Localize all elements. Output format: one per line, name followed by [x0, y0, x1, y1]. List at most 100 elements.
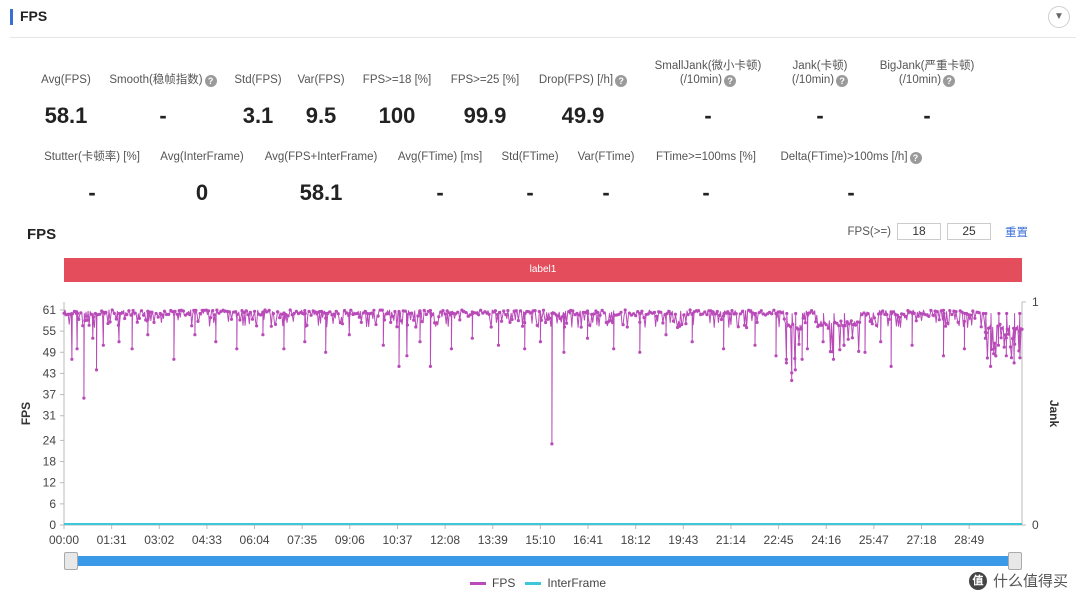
- fps-data-point: [1002, 345, 1006, 349]
- y2-axis-label: Jank: [1047, 400, 1061, 428]
- panel-header: FPS ▼: [10, 6, 1076, 32]
- site-logo-icon: 值: [968, 571, 987, 590]
- fps-data-point: [399, 319, 403, 323]
- metric-value: -: [702, 180, 710, 205]
- threshold-input-1[interactable]: 18: [897, 223, 941, 240]
- help-icon[interactable]: ?: [909, 152, 922, 164]
- metric-r2-5: Var(FTime) -: [526, 150, 686, 206]
- fps-data-point: [821, 340, 825, 344]
- fps-data-point: [445, 309, 449, 313]
- metric-label-text: SmallJank(微小卡顿): [654, 60, 762, 72]
- metric-label: Var(FTime): [526, 150, 686, 164]
- fps-data-point: [881, 309, 885, 313]
- metric-value: 100: [378, 103, 416, 128]
- slider-handle-left[interactable]: [64, 552, 78, 570]
- fps-data-point: [577, 313, 581, 317]
- slider-handle-right[interactable]: [1008, 552, 1022, 570]
- fps-data-point: [160, 313, 164, 317]
- metric-label: Avg(FTime) [ms]: [360, 150, 520, 164]
- fps-data-point: [846, 337, 850, 341]
- fps-data-point: [770, 312, 774, 316]
- fps-data-point: [91, 315, 95, 319]
- fps-data-point: [935, 310, 939, 314]
- y-tick-label: 12: [43, 476, 57, 490]
- metric-label: Avg(FPS+InterFrame): [241, 150, 401, 164]
- legend-item-fps[interactable]: FPS: [470, 576, 515, 590]
- fps-data-point: [992, 352, 996, 356]
- help-icon[interactable]: ?: [204, 75, 217, 87]
- chevron-down-icon[interactable]: ▼: [1048, 6, 1070, 28]
- fps-data-point: [282, 347, 286, 351]
- metric-label-text: BigJank(严重卡顿): [879, 60, 975, 72]
- fps-data-point: [738, 312, 743, 316]
- metric-label-text: Jank(卡顿): [792, 60, 848, 72]
- fps-series-line: [63, 309, 1023, 445]
- fps-data-point: [535, 323, 539, 327]
- help-icon[interactable]: ?: [943, 75, 956, 87]
- fps-data-point: [971, 309, 975, 313]
- time-range-slider[interactable]: [64, 552, 1022, 570]
- x-tick-label: 00:00: [49, 533, 79, 547]
- fps-data-point: [636, 310, 640, 314]
- fps-data-point: [508, 320, 512, 324]
- fps-data-point: [70, 357, 74, 361]
- help-icon[interactable]: ?: [724, 75, 737, 87]
- fps-data-point: [98, 312, 102, 316]
- reset-link[interactable]: 重置: [1005, 226, 1028, 239]
- fps-data-point: [688, 308, 692, 312]
- fps-data-point: [418, 311, 422, 316]
- metric-r1-1: Smooth(稳帧指数)? -: [83, 73, 243, 129]
- fps-data-point: [847, 322, 851, 326]
- fps-data-point: [800, 357, 804, 361]
- fps-data-point: [1017, 349, 1021, 353]
- x-tick-label: 15:10: [525, 533, 555, 547]
- fps-threshold-controls: FPS(>=) 18 25 重置: [848, 223, 1028, 240]
- fps-data-point: [309, 313, 313, 317]
- fps-data-point: [410, 311, 414, 315]
- fps-data-point: [412, 318, 416, 322]
- fps-data-point: [227, 310, 231, 314]
- legend-swatch-fps: [470, 581, 486, 585]
- help-icon[interactable]: ?: [836, 75, 849, 87]
- metric-label: Avg(FPS): [0, 73, 146, 87]
- fps-data-point: [376, 314, 380, 318]
- label-band[interactable]: label1: [64, 258, 1022, 282]
- threshold-input-2[interactable]: 25: [947, 223, 991, 240]
- x-tick-label: 12:08: [430, 533, 460, 547]
- fps-data-point: [456, 310, 460, 314]
- fps-data-point: [550, 442, 554, 446]
- metric-label-text: Avg(FPS): [41, 74, 91, 86]
- fps-data-point: [872, 316, 877, 320]
- fps-data-point: [405, 354, 409, 358]
- metric-label: SmallJank(微小卡顿) (/10min)?: [628, 59, 788, 87]
- metric-label-text: Stutter(卡顿率) [%]: [44, 151, 140, 163]
- fps-data-point: [416, 314, 420, 318]
- fps-data-point: [500, 319, 504, 323]
- fps-data-point: [902, 312, 906, 316]
- fps-data-point: [797, 342, 801, 346]
- fps-data-point: [793, 356, 797, 361]
- metric-label-text: Drop(FPS) [/h]: [538, 74, 614, 86]
- fps-data-point: [301, 311, 305, 316]
- fps-data-point: [139, 309, 144, 313]
- metric-r1-7: SmallJank(微小卡顿) (/10min)? -: [628, 59, 788, 129]
- fps-data-point: [548, 316, 552, 320]
- fps-data-point: [405, 323, 409, 327]
- fps-data-point: [562, 325, 567, 329]
- x-tick-label: 21:14: [716, 533, 746, 547]
- chart-legend: FPS InterFrame: [470, 576, 606, 590]
- fps-data-point: [188, 312, 192, 317]
- fps-data-point: [862, 311, 866, 315]
- fps-data-point: [784, 361, 789, 365]
- fps-data-point: [110, 308, 114, 312]
- fps-data-point: [722, 347, 726, 351]
- help-icon[interactable]: ?: [615, 75, 628, 87]
- fps-data-point: [850, 336, 855, 340]
- y-tick-label: 6: [49, 497, 56, 511]
- legend-item-interframe[interactable]: InterFrame: [525, 576, 606, 590]
- fps-data-point: [305, 323, 309, 327]
- fps-data-point: [845, 320, 849, 324]
- fps-data-point: [824, 323, 828, 327]
- fps-data-point: [659, 310, 663, 314]
- slider-track[interactable]: [72, 556, 1014, 566]
